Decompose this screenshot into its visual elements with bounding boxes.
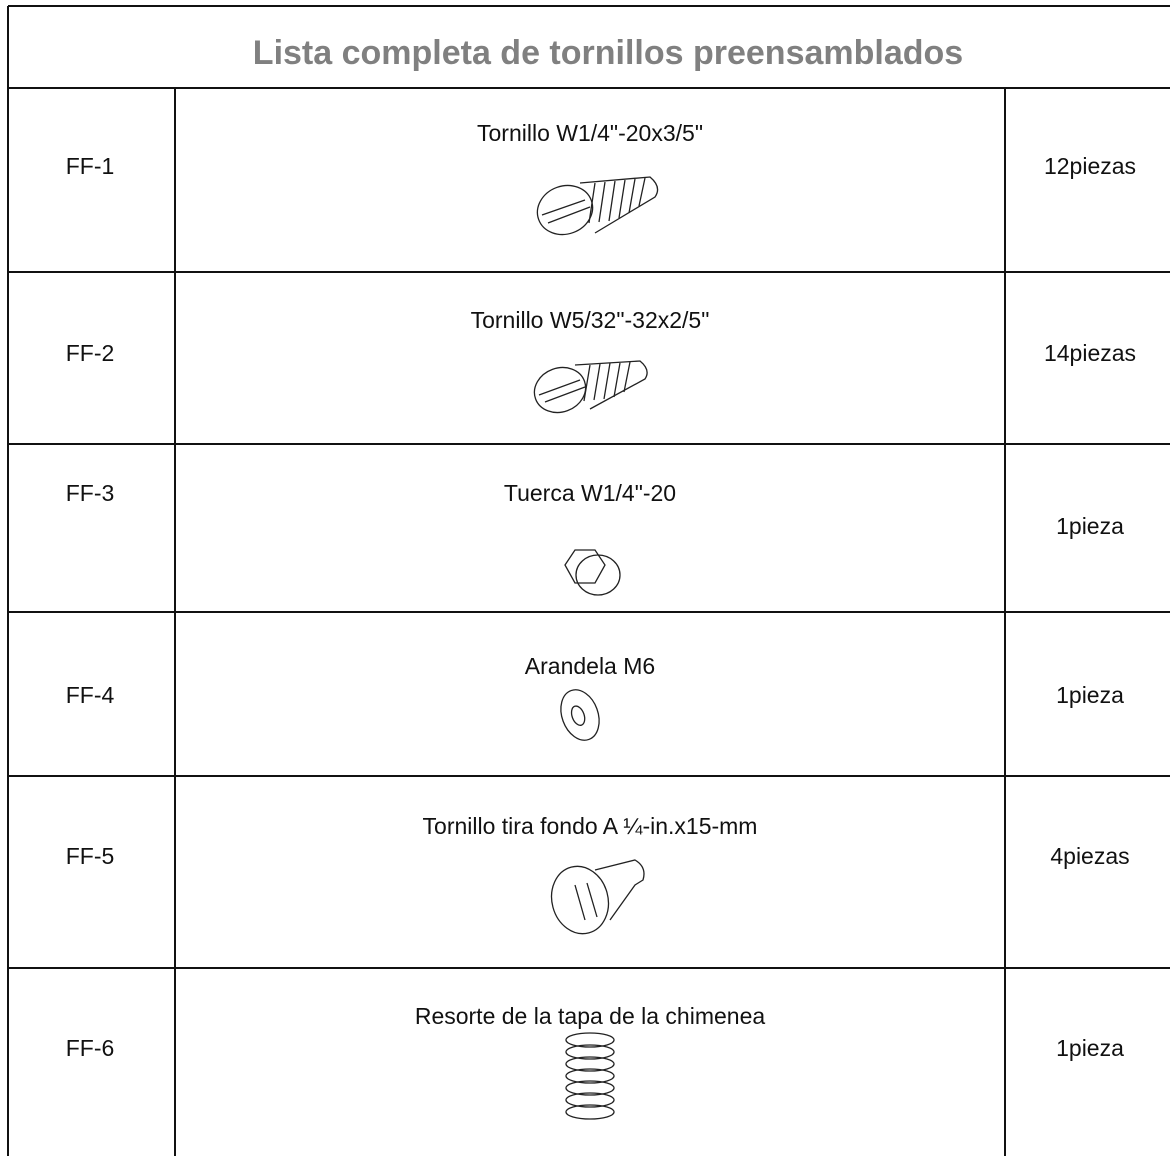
part-name: Tuerca W1/4"-20 — [504, 480, 676, 506]
spring-icon — [565, 1032, 615, 1120]
part-name: Resorte de la tapa de la chimenea — [415, 1003, 766, 1029]
screw-icon — [533, 360, 648, 414]
part-name: Arandela M6 — [525, 653, 655, 679]
part-code: FF-3 — [66, 480, 115, 506]
part-code: FF-4 — [66, 682, 115, 708]
part-code: FF-1 — [66, 153, 115, 179]
part-quantity: 1pieza — [1056, 1035, 1124, 1061]
part-quantity: 1pieza — [1056, 682, 1124, 708]
screw-icon — [536, 176, 659, 236]
part-quantity: 4piezas — [1050, 843, 1129, 869]
part-name: Tornillo tira fondo A ¼-in.x15-mm — [423, 813, 758, 839]
part-quantity: 12piezas — [1044, 153, 1136, 179]
part-code: FF-6 — [66, 1035, 115, 1061]
part-quantity: 1pieza — [1056, 513, 1124, 539]
part-code: FF-5 — [66, 843, 115, 869]
table-grid — [7, 5, 1170, 1156]
part-quantity: 14piezas — [1044, 340, 1136, 366]
part-name: Tornillo W5/32"-32x2/5" — [471, 307, 710, 333]
part-code: FF-2 — [66, 340, 115, 366]
washer-icon — [560, 689, 600, 741]
table-title: Lista completa de tornillos preensamblad… — [253, 34, 963, 72]
nut-icon — [564, 549, 621, 596]
part-name: Tornillo W1/4"-20x3/5" — [477, 120, 703, 146]
lag-screw-icon — [550, 859, 645, 935]
